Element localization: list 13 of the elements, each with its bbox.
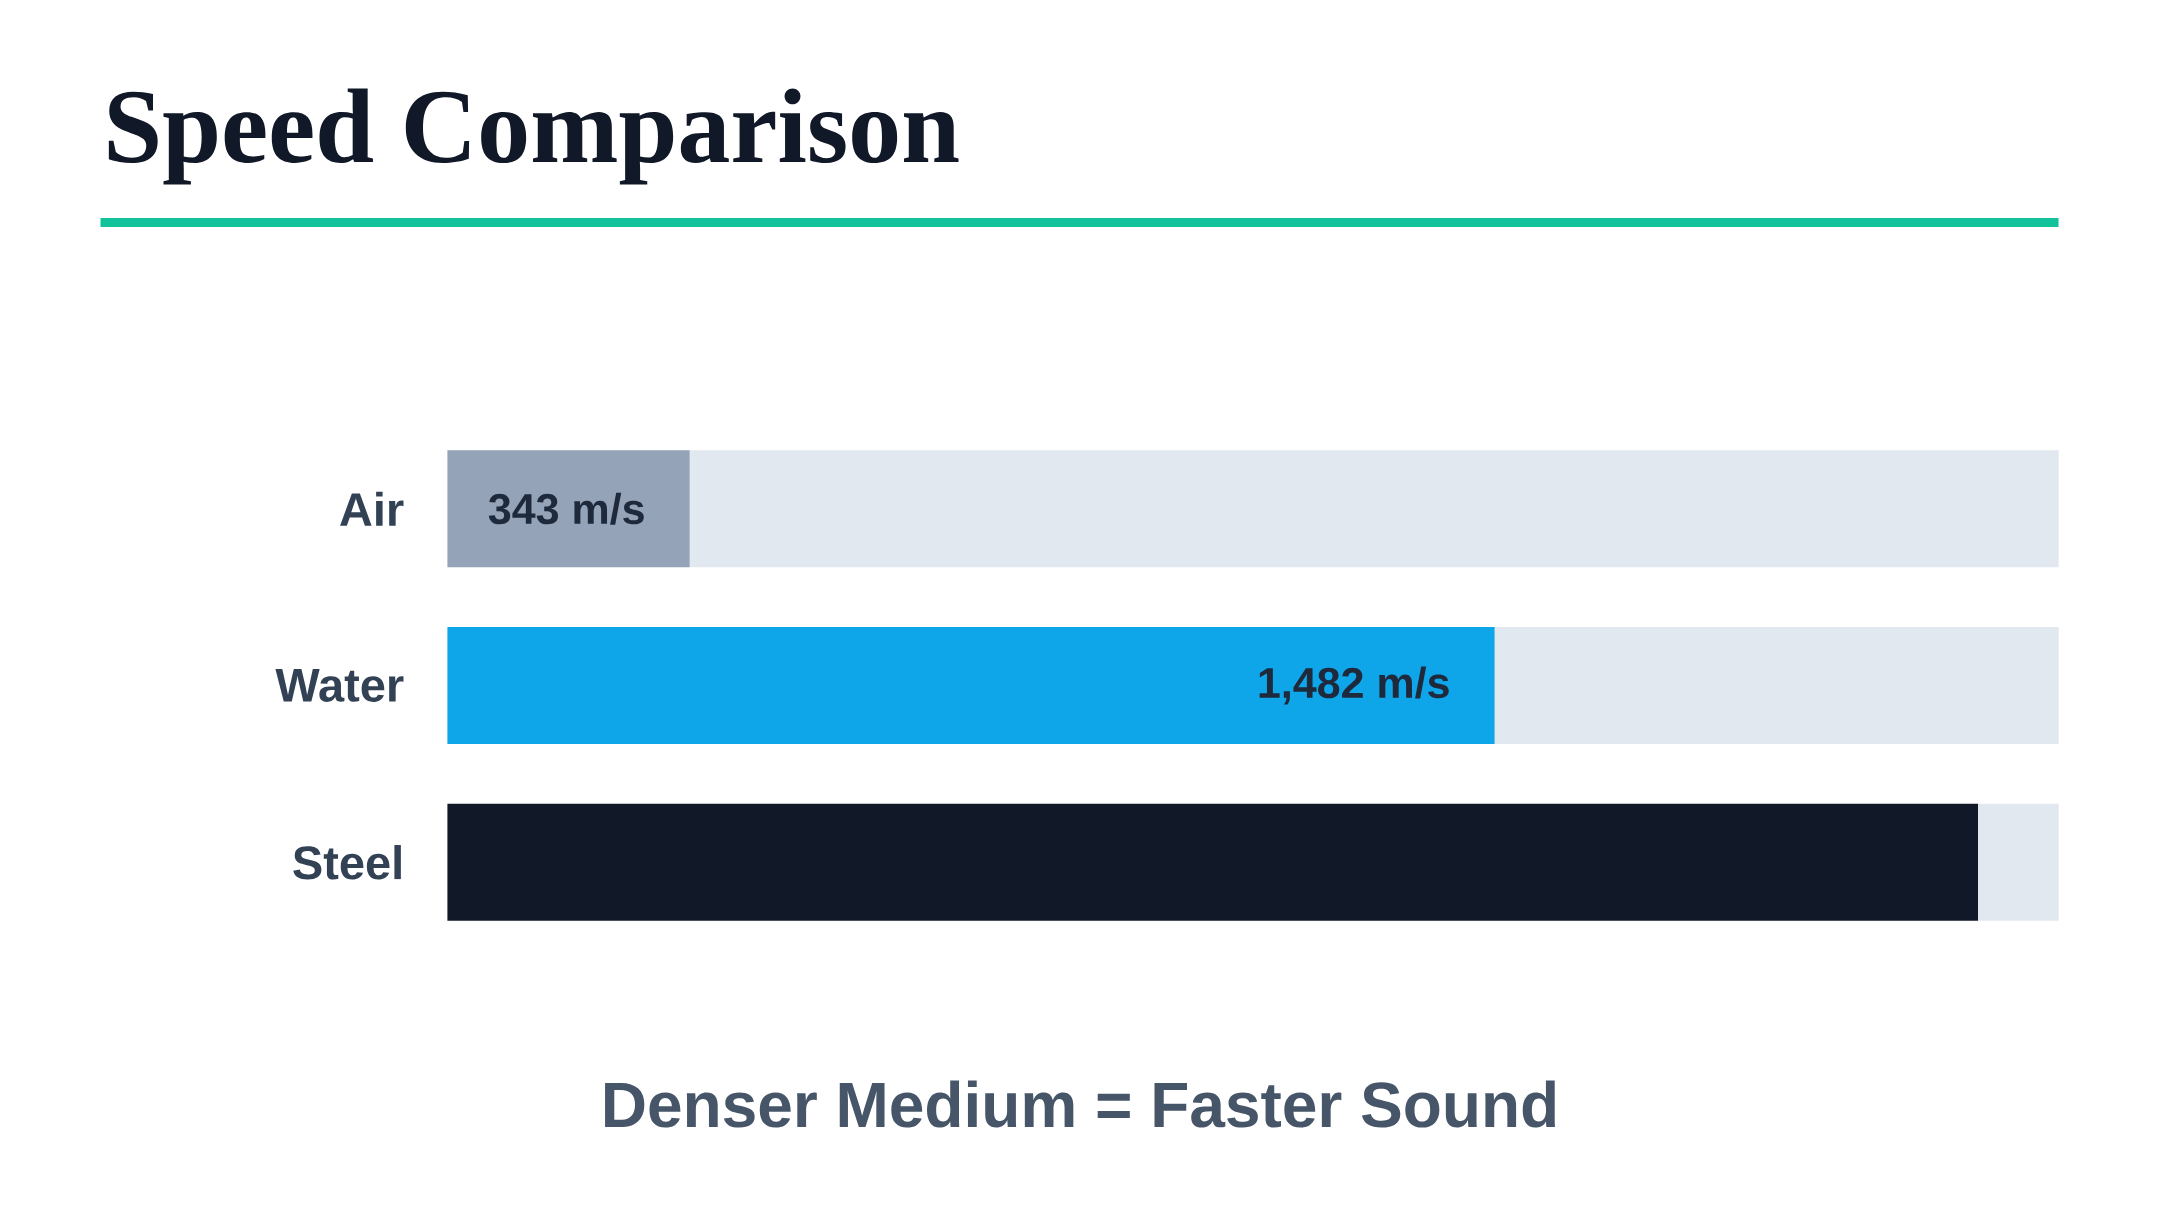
data-label: 343 m/s xyxy=(488,492,644,525)
bar xyxy=(1978,803,2059,921)
text: Denser Medium = Faster Sound xyxy=(605,1080,1555,1128)
bar xyxy=(447,803,1979,921)
bar xyxy=(447,450,690,568)
chart-title: Speed Comparison xyxy=(108,88,959,185)
bar xyxy=(1494,626,2059,745)
y-tick-label: Steel xyxy=(293,845,401,880)
bar xyxy=(447,626,1495,745)
y-tick-label: Water xyxy=(275,669,404,702)
y-tick-label: Air xyxy=(340,491,404,526)
bar xyxy=(689,450,2059,568)
data-label: 1,482 m/s xyxy=(1259,666,1449,705)
